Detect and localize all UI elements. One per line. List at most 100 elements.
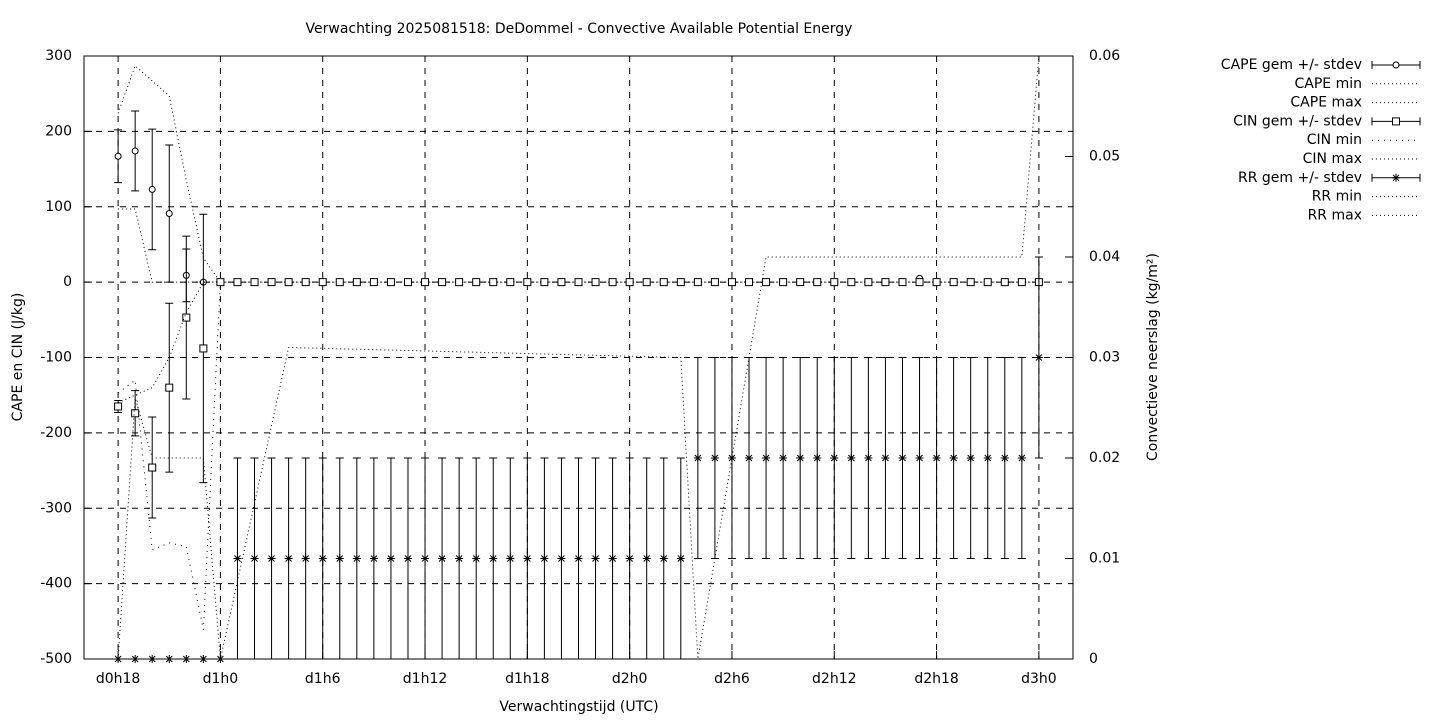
marker-square	[1017, 278, 1026, 287]
marker-square	[693, 278, 702, 287]
range-line	[117, 282, 221, 630]
x-tick-label: d2h6	[714, 671, 750, 687]
marker-circle	[165, 210, 173, 218]
legend-label: RR min	[1312, 189, 1362, 205]
x-tick-label: d3h0	[1021, 671, 1057, 687]
marker-square	[727, 278, 736, 287]
legend-label: CIN max	[1303, 151, 1362, 167]
marker-square	[710, 278, 719, 287]
marker-star	[455, 554, 464, 563]
marker-star	[233, 554, 242, 563]
marker-star	[438, 554, 447, 563]
marker-star	[131, 655, 140, 663]
marker-square	[847, 278, 856, 287]
marker-square	[131, 409, 140, 418]
marker-square	[335, 278, 344, 287]
marker-star	[523, 554, 532, 563]
marker-star	[830, 454, 839, 462]
marker-star	[1000, 454, 1009, 462]
y-tick-label: -200	[40, 425, 72, 441]
marker-square	[352, 278, 361, 287]
marker-star	[165, 655, 174, 663]
marker-star	[199, 655, 208, 663]
marker-square	[114, 402, 123, 411]
marker-star	[608, 554, 617, 563]
marker-star	[813, 454, 822, 462]
x-tick-label: d1h12	[403, 671, 447, 687]
marker-square	[233, 278, 242, 287]
y-tick-label: -100	[40, 350, 72, 366]
x-tick-label: d1h6	[305, 671, 341, 687]
marker-star	[421, 554, 430, 563]
marker-square	[676, 278, 685, 287]
marker-star	[915, 454, 924, 462]
legend-label: RR max	[1308, 207, 1362, 223]
marker-star	[710, 454, 719, 462]
marker-square	[745, 278, 754, 287]
legend-label: RR gem +/- stdev	[1238, 170, 1362, 186]
marker-square	[608, 278, 617, 287]
marker-star	[386, 554, 395, 563]
marker-square	[506, 278, 515, 287]
legend-label: CAPE min	[1295, 76, 1363, 92]
marker-star	[472, 554, 481, 563]
marker-star	[574, 554, 583, 563]
marker-square	[523, 278, 532, 287]
marker-star	[1034, 353, 1043, 362]
marker-star	[983, 454, 992, 462]
marker-star	[693, 454, 702, 462]
marker-square	[455, 278, 464, 287]
y2-tick-label: 0.05	[1089, 149, 1120, 165]
marker-circle	[114, 152, 122, 160]
y-tick-label: 100	[45, 199, 72, 215]
legend-marker	[1392, 173, 1400, 182]
marker-star	[762, 454, 771, 462]
marker-star	[898, 454, 907, 462]
marker-star	[1017, 454, 1026, 462]
marker-square	[284, 278, 293, 287]
marker-star	[932, 454, 941, 462]
marker-star	[369, 554, 378, 563]
marker-star	[352, 554, 361, 563]
y-axis-label: CAPE en CIN (J/kg)	[10, 293, 26, 422]
marker-square	[932, 278, 941, 287]
marker-square	[403, 278, 412, 287]
y-tick-label: -300	[40, 500, 72, 516]
x-tick-label: d1h0	[203, 671, 239, 687]
marker-star	[966, 454, 975, 462]
marker-star	[284, 554, 293, 563]
marker-square	[267, 278, 276, 287]
x-tick-label: d2h12	[812, 671, 856, 687]
marker-square	[318, 278, 327, 287]
marker-star	[625, 554, 634, 563]
marker-square	[864, 278, 873, 287]
marker-square	[983, 278, 992, 287]
x-tick-label: d0h18	[96, 671, 140, 687]
marker-square	[386, 278, 395, 287]
marker-square	[1000, 278, 1009, 287]
marker-square	[881, 278, 890, 287]
marker-square	[540, 278, 549, 287]
marker-star	[335, 554, 344, 563]
marker-star	[216, 655, 225, 663]
y-tick-label: -400	[40, 576, 72, 592]
marker-square	[591, 278, 600, 287]
legend-marker	[1392, 117, 1400, 126]
y-tick-label: 200	[45, 123, 72, 139]
marker-square	[182, 313, 191, 322]
range-line	[118, 208, 1039, 283]
marker-square	[949, 278, 958, 287]
marker-star	[148, 655, 157, 663]
marker-star	[727, 454, 736, 462]
x-tick-label: d2h18	[914, 671, 958, 687]
marker-star	[949, 454, 958, 462]
x-axis-label: Verwachtingstijd (UTC)	[499, 699, 658, 715]
x-tick-label: d2h0	[612, 671, 648, 687]
marker-star	[864, 454, 873, 462]
marker-square	[830, 278, 839, 287]
marker-star	[540, 554, 549, 563]
marker-star	[301, 554, 310, 563]
marker-star	[676, 554, 685, 563]
marker-star	[403, 554, 412, 563]
